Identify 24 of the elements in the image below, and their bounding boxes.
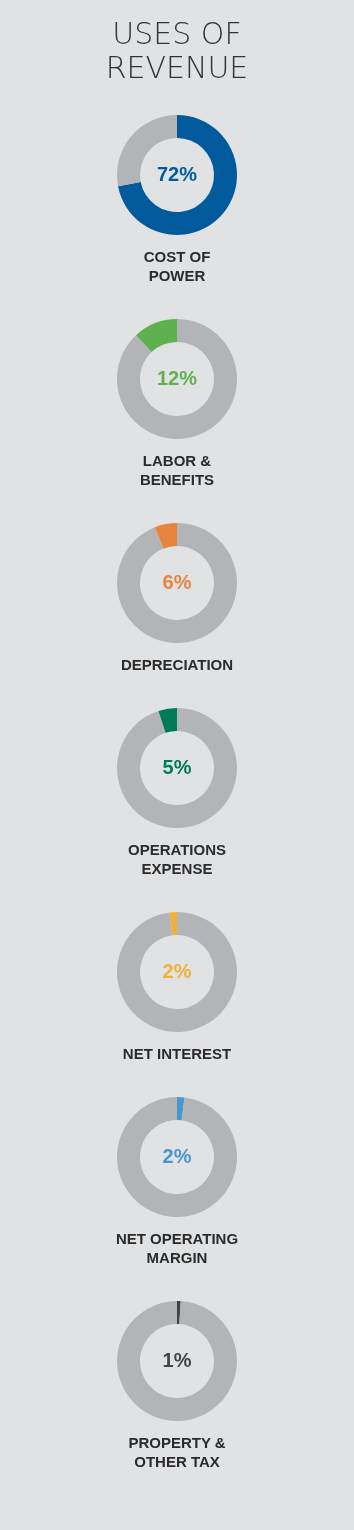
donut-slice <box>118 115 237 235</box>
donut-slice <box>158 708 177 733</box>
data-label: 2% <box>162 1145 192 1167</box>
text: PROPERTY & OTHER TAX <box>128 1434 226 1470</box>
donut-slice <box>177 1097 185 1121</box>
text: NET INTEREST <box>122 1045 232 1062</box>
donut-slice <box>135 319 177 353</box>
data-label: 6% <box>162 571 192 593</box>
donut-slice <box>117 1301 237 1421</box>
donut-slice <box>117 708 237 828</box>
data-label: 5% <box>162 756 192 778</box>
data-label: 72% <box>156 163 198 185</box>
text: OPERATIONS EXPENSE <box>127 841 227 877</box>
text: NET OPERATING MARGIN <box>115 1230 239 1266</box>
donut-slice <box>177 1301 181 1325</box>
text: DEPRECIATION <box>120 656 234 673</box>
data-label: 1% <box>162 1349 192 1371</box>
chart-title: USES OF REVENUE <box>105 16 249 85</box>
data-label: 12% <box>156 367 198 389</box>
donut-slice <box>117 1097 237 1217</box>
text: COST OF POWER <box>143 248 211 284</box>
data-label: 2% <box>162 960 192 982</box>
donut-slice <box>117 319 237 439</box>
text: LABOR & BENEFITS <box>139 452 215 488</box>
